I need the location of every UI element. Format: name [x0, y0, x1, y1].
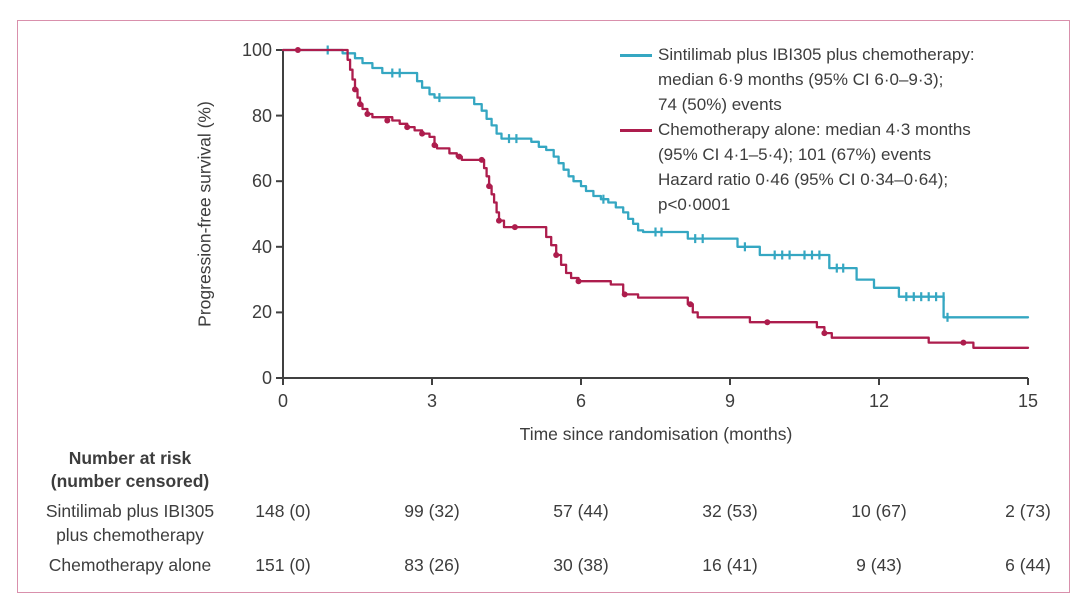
- legend-line: Chemotherapy alone: median 4·3 months: [658, 120, 971, 139]
- y-tick-label-20: 20: [251, 302, 272, 322]
- risk-table-header-line1: Number at risk: [68, 448, 192, 468]
- y-tick-label-100: 100: [241, 40, 272, 60]
- legend-line: p<0·0001: [658, 195, 731, 214]
- x-tick-label-0: 0: [277, 391, 288, 411]
- risk-value: 9 (43): [856, 555, 902, 575]
- risk-row-label-chemotherapy: Chemotherapy alone: [48, 555, 212, 575]
- risk-value: 2 (73): [1005, 501, 1051, 521]
- risk-row-label-sintilimab-line2: plus chemotherapy: [56, 525, 204, 545]
- y-axis-title: Progression-free survival (%): [194, 101, 215, 327]
- y-tick-label-0: 0: [261, 368, 272, 388]
- risk-value: 32 (53): [702, 501, 758, 521]
- risk-value: 6 (44): [1005, 555, 1051, 575]
- risk-row-label-sintilimab-line1: Sintilimab plus IBI305: [45, 501, 215, 521]
- y-tick-label-40: 40: [251, 237, 272, 257]
- x-tick-label-3: 3: [426, 391, 437, 411]
- risk-value: 148 (0): [255, 501, 311, 521]
- x-tick-label-12: 12: [868, 391, 890, 411]
- x-tick-label-9: 9: [724, 391, 735, 411]
- x-tick-label-6: 6: [575, 391, 586, 411]
- legend-line: 74 (50%) events: [658, 95, 782, 114]
- risk-value: 151 (0): [255, 555, 311, 575]
- risk-value: 10 (67): [851, 501, 907, 521]
- legend-swatch-chemotherapy: [620, 129, 652, 132]
- risk-value: 99 (32): [404, 501, 460, 521]
- x-axis-title: Time since randomisation (months): [519, 424, 793, 444]
- x-tick-label-15: 15: [1017, 391, 1039, 411]
- y-tick-label-60: 60: [251, 171, 272, 191]
- legend-line: (95% CI 4·1–5·4); 101 (67%) events: [658, 145, 932, 164]
- figure-border: [17, 20, 1070, 593]
- y-tick-label-80: 80: [251, 106, 272, 126]
- risk-value: 83 (26): [404, 555, 460, 575]
- risk-table-header-line2: (number censored): [50, 471, 210, 491]
- risk-value: 30 (38): [553, 555, 609, 575]
- legend-line: Hazard ratio 0·46 (95% CI 0·34–0·64);: [658, 170, 949, 189]
- legend-swatch-sintilimab: [620, 54, 652, 57]
- risk-value: 57 (44): [553, 501, 609, 521]
- legend-line: Sintilimab plus IBI305 plus chemotherapy…: [658, 45, 975, 64]
- risk-value: 16 (41): [702, 555, 758, 575]
- legend-line: median 6·9 months (95% CI 6·0–9·3);: [658, 70, 944, 89]
